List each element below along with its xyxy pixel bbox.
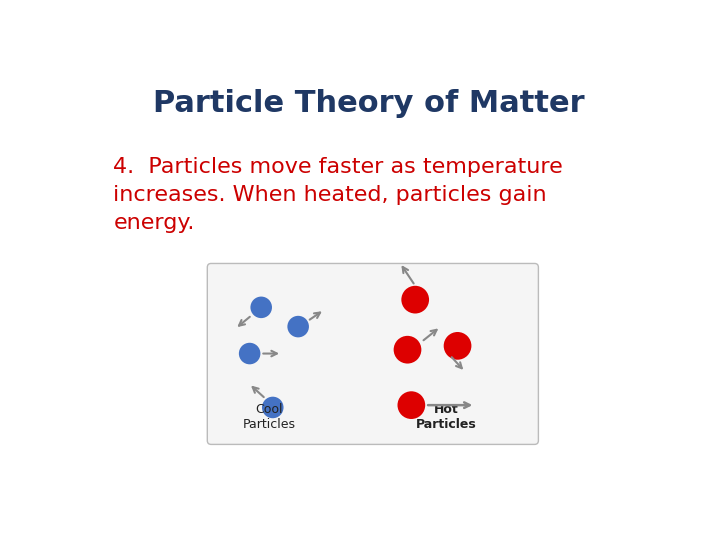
Ellipse shape <box>401 286 429 314</box>
Text: Cool
Particles: Cool Particles <box>243 402 295 430</box>
Text: Particle Theory of Matter: Particle Theory of Matter <box>153 89 585 118</box>
Ellipse shape <box>251 296 272 318</box>
FancyBboxPatch shape <box>207 264 539 444</box>
Text: 4.  Particles move faster as temperature
increases. When heated, particles gain
: 4. Particles move faster as temperature … <box>113 157 563 233</box>
Ellipse shape <box>239 343 261 364</box>
Ellipse shape <box>287 316 309 338</box>
Ellipse shape <box>444 332 472 360</box>
Ellipse shape <box>262 397 284 418</box>
Ellipse shape <box>397 392 426 419</box>
Ellipse shape <box>394 336 421 363</box>
Text: Hot
Particles: Hot Particles <box>415 402 477 430</box>
